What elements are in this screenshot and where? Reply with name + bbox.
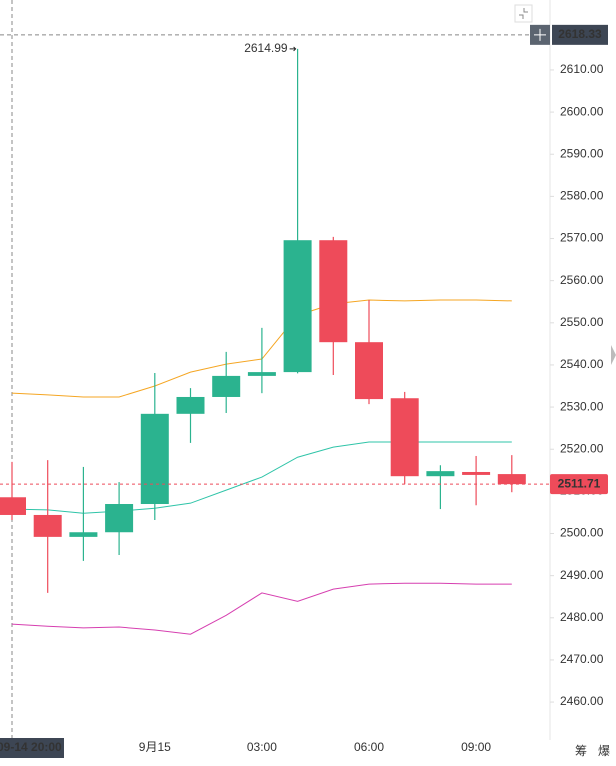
y-tick-label: 2580.00 xyxy=(560,189,604,203)
band-line xyxy=(11,582,512,635)
y-tick-label: 2590.00 xyxy=(560,146,604,160)
expand-icon[interactable] xyxy=(514,4,533,23)
candle-body xyxy=(176,396,205,414)
candle-body xyxy=(247,372,276,376)
footer-button[interactable]: 筹 xyxy=(575,744,587,758)
y-tick-label: 2470.00 xyxy=(560,652,604,666)
expand-glyph xyxy=(519,8,528,19)
y-tick-label: 2460.00 xyxy=(560,694,604,708)
candle-body xyxy=(426,471,455,477)
y-tick-label: 2570.00 xyxy=(560,231,604,245)
candle-body xyxy=(33,514,62,537)
y-tick-label: 2550.00 xyxy=(560,315,604,329)
x-tick-label: 09-14 20:00 xyxy=(0,740,62,754)
y-tick-label: 2490.00 xyxy=(560,568,604,582)
last-price-box xyxy=(550,474,608,495)
y-tick-label: 2520.00 xyxy=(560,441,604,455)
y-tick-label: 2480.00 xyxy=(560,610,604,624)
y-tick-label: 2600.00 xyxy=(560,104,604,118)
last-price-label: 2511.71 xyxy=(558,476,601,490)
candle-body xyxy=(497,474,526,485)
band-line xyxy=(11,441,512,514)
x-tick-label: 9月15 xyxy=(139,740,171,754)
y-tick-label: 2500.00 xyxy=(560,526,604,540)
max-label: 2614.99 xyxy=(244,41,288,55)
candle-body xyxy=(105,504,134,533)
side-tab[interactable] xyxy=(611,345,616,365)
max-arrow xyxy=(289,46,297,52)
candle-body xyxy=(462,471,491,475)
x-tick-label: 06:00 xyxy=(354,740,384,754)
x-tick-label: 09:00 xyxy=(461,740,491,754)
crosshair-value-box xyxy=(552,24,608,45)
footer-button[interactable]: 爆 xyxy=(598,744,610,758)
plot-area: 2614.99 xyxy=(0,0,550,740)
y-tick-label: 2530.00 xyxy=(560,399,604,413)
candle-body xyxy=(319,240,348,343)
x-tick-label: 03:00 xyxy=(247,740,277,754)
candle-body xyxy=(0,497,26,515)
candle-body xyxy=(355,342,383,400)
crosshair-plus xyxy=(534,28,546,41)
y-tick-label: 2560.00 xyxy=(560,273,604,287)
candle-body xyxy=(283,240,312,373)
candle-body xyxy=(69,532,98,537)
axis-layer: 2460.002470.002480.002490.002500.002510.… xyxy=(0,24,610,758)
y-tick-label: 2540.00 xyxy=(560,357,604,371)
y-tick-label: 2610.00 xyxy=(560,62,604,76)
candle-body xyxy=(212,375,241,397)
crosshair-x-box xyxy=(0,738,64,758)
candle-body xyxy=(140,413,169,505)
crosshair-value-label: 2618.33 xyxy=(558,27,602,41)
candle-body xyxy=(390,398,419,477)
